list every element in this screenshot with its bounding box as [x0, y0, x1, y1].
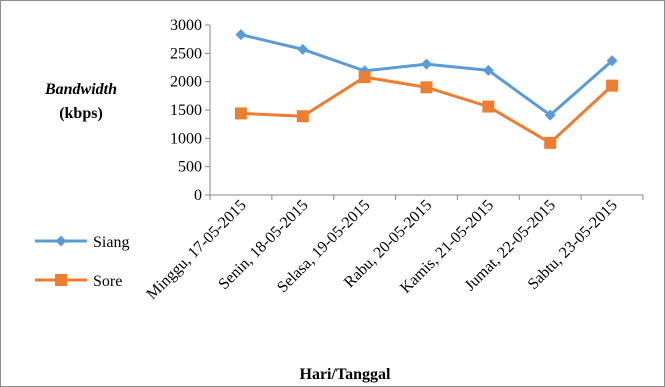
- series-sore: [234, 71, 619, 149]
- data-point-siang: [482, 64, 494, 76]
- y-tick-label: 500: [178, 159, 202, 176]
- series-layer: [234, 29, 619, 149]
- legend-label-siang: Siang: [93, 234, 129, 251]
- y-tick-label: 1500: [170, 102, 202, 119]
- data-point-sore: [358, 71, 371, 84]
- y-tick-label: 2000: [170, 74, 202, 91]
- data-point-sore: [234, 107, 247, 120]
- legend-marker-siang: [55, 235, 67, 247]
- data-point-sore: [420, 81, 433, 94]
- data-point-siang: [544, 109, 556, 121]
- legend-marker-sore: [55, 274, 67, 286]
- y-tick-label: 3000: [170, 17, 202, 34]
- y-axis-label-line2: (kbps): [59, 105, 103, 122]
- x-tick-label: Minggu, 17-05-2015: [143, 197, 249, 303]
- x-axis-label: Hari/Tanggal: [300, 366, 392, 383]
- axes: 0 500 1000 1500 2000 2500 3000 Minggu, 17-05-20…: [143, 17, 644, 303]
- data-point-siang: [235, 29, 247, 41]
- y-tick-label: 2500: [170, 45, 202, 62]
- y-tick-label: 1000: [170, 130, 202, 147]
- data-point-sore: [482, 100, 495, 113]
- data-point-sore: [296, 110, 309, 123]
- data-point-siang: [297, 43, 309, 55]
- y-tick-label: 0: [194, 187, 202, 204]
- data-point-siang: [421, 58, 432, 70]
- data-point-siang: [606, 55, 618, 67]
- data-point-sore: [544, 136, 557, 149]
- series-line-siang: [240, 33, 614, 118]
- y-axis-label-line1: Bandwidth: [44, 81, 117, 98]
- legend-label-sore: Sore: [93, 273, 122, 290]
- series-siang: [235, 29, 618, 121]
- legend: Siang Sore: [35, 234, 129, 290]
- data-point-sore: [606, 79, 619, 92]
